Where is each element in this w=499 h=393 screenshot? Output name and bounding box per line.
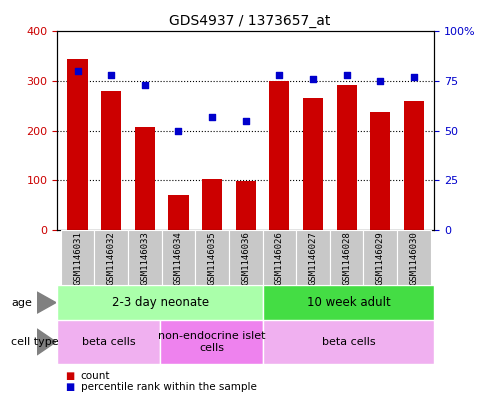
Text: percentile rank within the sample: percentile rank within the sample: [81, 382, 256, 393]
Bar: [269, 81, 289, 230]
Bar: [101, 91, 121, 230]
Bar: [296, 230, 330, 285]
Point: [343, 72, 351, 78]
Point: [376, 78, 384, 84]
Bar: [202, 179, 222, 230]
Bar: [67, 59, 88, 230]
Bar: [195, 230, 229, 285]
Bar: [57, 320, 160, 364]
Bar: [128, 230, 162, 285]
Text: age: age: [11, 298, 32, 308]
Bar: [263, 320, 434, 364]
Text: GSM1146026: GSM1146026: [275, 231, 284, 285]
Text: ■: ■: [65, 382, 74, 393]
Bar: [397, 230, 431, 285]
Text: non-endocrine islet
cells: non-endocrine islet cells: [158, 331, 265, 353]
Bar: [94, 230, 128, 285]
Bar: [404, 101, 424, 230]
Bar: [57, 285, 263, 320]
Bar: [363, 230, 397, 285]
Text: GSM1146027: GSM1146027: [308, 231, 317, 285]
Point: [175, 127, 183, 134]
Bar: [160, 320, 263, 364]
Point: [242, 118, 250, 124]
Text: 10 week adult: 10 week adult: [306, 296, 390, 309]
Text: GSM1146028: GSM1146028: [342, 231, 351, 285]
Bar: [168, 195, 189, 230]
Text: ■: ■: [65, 371, 74, 381]
Bar: [370, 112, 390, 230]
Text: GSM1146032: GSM1146032: [107, 231, 116, 285]
Point: [309, 76, 317, 82]
Bar: [303, 98, 323, 230]
Bar: [229, 230, 262, 285]
Text: GSM1146033: GSM1146033: [140, 231, 149, 285]
Bar: [330, 230, 363, 285]
Text: cell type: cell type: [11, 337, 58, 347]
Bar: [162, 230, 195, 285]
Bar: [262, 230, 296, 285]
Text: GSM1146031: GSM1146031: [73, 231, 82, 285]
Text: beta cells: beta cells: [322, 337, 375, 347]
Point: [141, 82, 149, 88]
Point: [410, 74, 418, 80]
Text: beta cells: beta cells: [82, 337, 136, 347]
Point: [107, 72, 115, 78]
Polygon shape: [37, 292, 56, 313]
Text: GSM1146036: GSM1146036: [241, 231, 250, 285]
Point: [275, 72, 283, 78]
Bar: [263, 285, 434, 320]
Bar: [61, 230, 94, 285]
Polygon shape: [37, 329, 56, 355]
Text: GSM1146035: GSM1146035: [208, 231, 217, 285]
Point: [73, 68, 81, 74]
Text: count: count: [81, 371, 110, 381]
Bar: [236, 181, 256, 230]
Bar: [135, 127, 155, 230]
Text: GSM1146029: GSM1146029: [376, 231, 385, 285]
Text: GSM1146030: GSM1146030: [410, 231, 419, 285]
Bar: [337, 85, 357, 230]
Point: [208, 114, 216, 120]
Text: GSM1146034: GSM1146034: [174, 231, 183, 285]
Text: 2-3 day neonate: 2-3 day neonate: [112, 296, 209, 309]
Text: GDS4937 / 1373657_at: GDS4937 / 1373657_at: [169, 14, 330, 28]
